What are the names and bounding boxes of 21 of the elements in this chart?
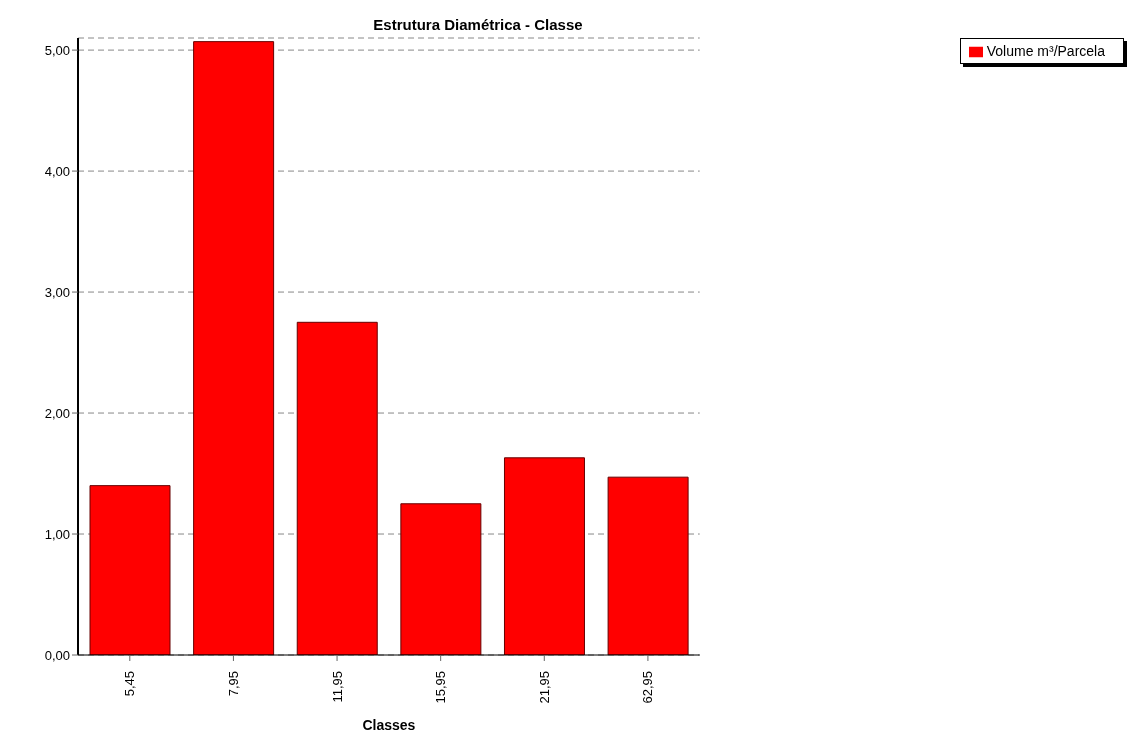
bar	[193, 41, 275, 655]
bar	[89, 485, 171, 655]
x-tick-label: 5,45	[122, 671, 138, 697]
x-tick-label: 15,95	[433, 671, 449, 704]
x-tick-label: 7,95	[225, 671, 241, 697]
y-tick-label: 3,00	[44, 284, 70, 300]
y-tick-label: 2,00	[44, 405, 70, 421]
bar	[296, 321, 378, 655]
bar	[503, 457, 585, 655]
chart-title: Estrutura Diamétrica - Classe	[372, 16, 584, 33]
x-tick-label: 21,95	[536, 671, 552, 704]
x-tick-label: 11,95	[329, 671, 345, 703]
bar	[607, 476, 689, 655]
bar	[400, 503, 482, 655]
y-tick-label: 5,00	[44, 42, 70, 58]
x-tick-label: 62,95	[640, 671, 656, 704]
y-tick-label: 4,00	[44, 163, 70, 179]
y-tick-label: 0,00	[44, 647, 70, 663]
y-tick-label: 1,00	[44, 526, 70, 542]
legend-label: Volume m³/Parcela	[986, 43, 1105, 59]
x-axis-title: Classes	[362, 717, 416, 733]
